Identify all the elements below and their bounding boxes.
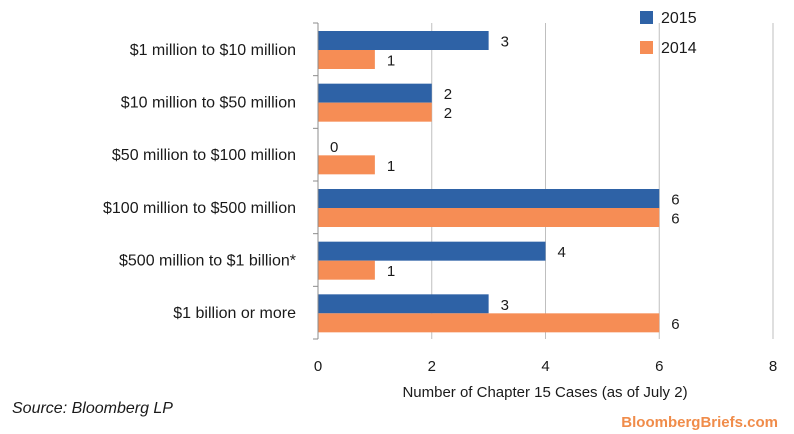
source-note: Source: Bloomberg LP [12,400,173,417]
bar-2015 [318,189,660,208]
bar-2014 [318,260,375,280]
bar-2014 [318,208,660,227]
data-label: 1 [387,53,395,70]
data-label: 2 [444,105,452,122]
legend-swatch [640,11,653,24]
x-tick-label: 0 [314,358,322,375]
category-label: $100 million to $500 million [103,200,296,217]
bar-2014 [318,102,432,122]
gridlines [431,23,774,339]
x-tick-label: 2 [428,358,436,375]
legend-label: 2014 [661,40,697,57]
data-label: 3 [501,297,509,314]
x-axis-title: Number of Chapter 15 Cases (as of July 2… [402,384,687,401]
data-label: 4 [558,244,566,261]
category-label: $500 million to $1 billion* [119,253,296,270]
bar-2015 [318,31,489,50]
bar-2015 [318,294,489,314]
category-label: $50 million to $100 million [112,147,296,164]
data-label: 0 [330,139,338,156]
bar-2014 [318,50,375,69]
legend-label: 2015 [661,10,697,27]
category-label: $10 million to $50 million [121,95,296,112]
bar-2014 [318,155,375,175]
data-label: 1 [387,158,395,175]
bar-2015 [318,241,546,261]
x-tick-label: 8 [769,358,777,375]
data-label: 1 [387,263,395,280]
bar-2015 [318,83,432,103]
legend-swatch [640,41,653,54]
category-label: $1 billion or more [173,305,296,322]
bar-2014 [318,313,660,333]
category-label: $1 million to $10 million [130,42,296,59]
axes: 0 2 4 6 8 $1 million to $10 million $10 millio… [103,22,777,375]
data-label: 6 [671,192,679,209]
data-label: 6 [671,211,679,228]
data-label: 3 [501,34,509,51]
legend: 2015 2014 [640,10,697,57]
data-label: 2 [444,86,452,103]
bars: 3 1 2 2 0 1 6 6 4 1 3 6 [318,31,680,333]
x-tick-label: 4 [541,358,549,375]
brand-label: BloombergBriefs.com [621,414,778,431]
data-label: 6 [671,316,679,333]
x-tick-label: 6 [655,358,663,375]
